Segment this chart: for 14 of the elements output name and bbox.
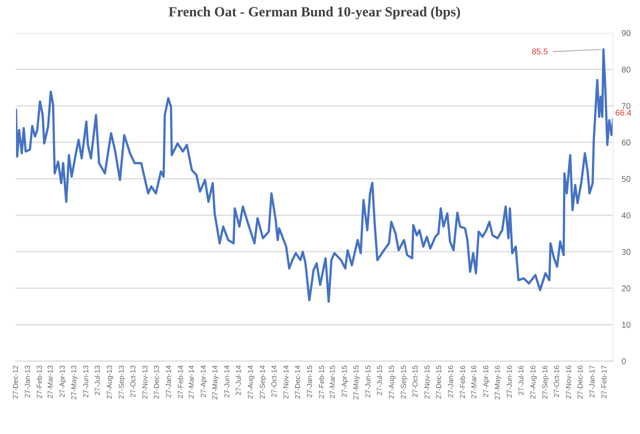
y-tick-label: 50 bbox=[622, 176, 630, 182]
y-tick-label: 40 bbox=[622, 212, 630, 218]
y-tick-label: 80 bbox=[622, 66, 630, 73]
annotation: 85.5 bbox=[532, 48, 548, 54]
chart-title: French Oat - German Bund 10-year Spread (bps) bbox=[168, 6, 460, 20]
y-tick-label: 70 bbox=[622, 103, 630, 109]
y-tick-label: 30 bbox=[622, 248, 630, 255]
line-series bbox=[16, 48, 614, 303]
annotation: 66.4 bbox=[616, 110, 632, 116]
y-tick-label: 60 bbox=[622, 140, 630, 146]
y-tick-label: 10 bbox=[622, 322, 630, 328]
y-tick-label: 90 bbox=[622, 30, 630, 36]
y-tick-label: 20 bbox=[622, 285, 630, 292]
y-tick-label: 0 bbox=[622, 358, 626, 364]
